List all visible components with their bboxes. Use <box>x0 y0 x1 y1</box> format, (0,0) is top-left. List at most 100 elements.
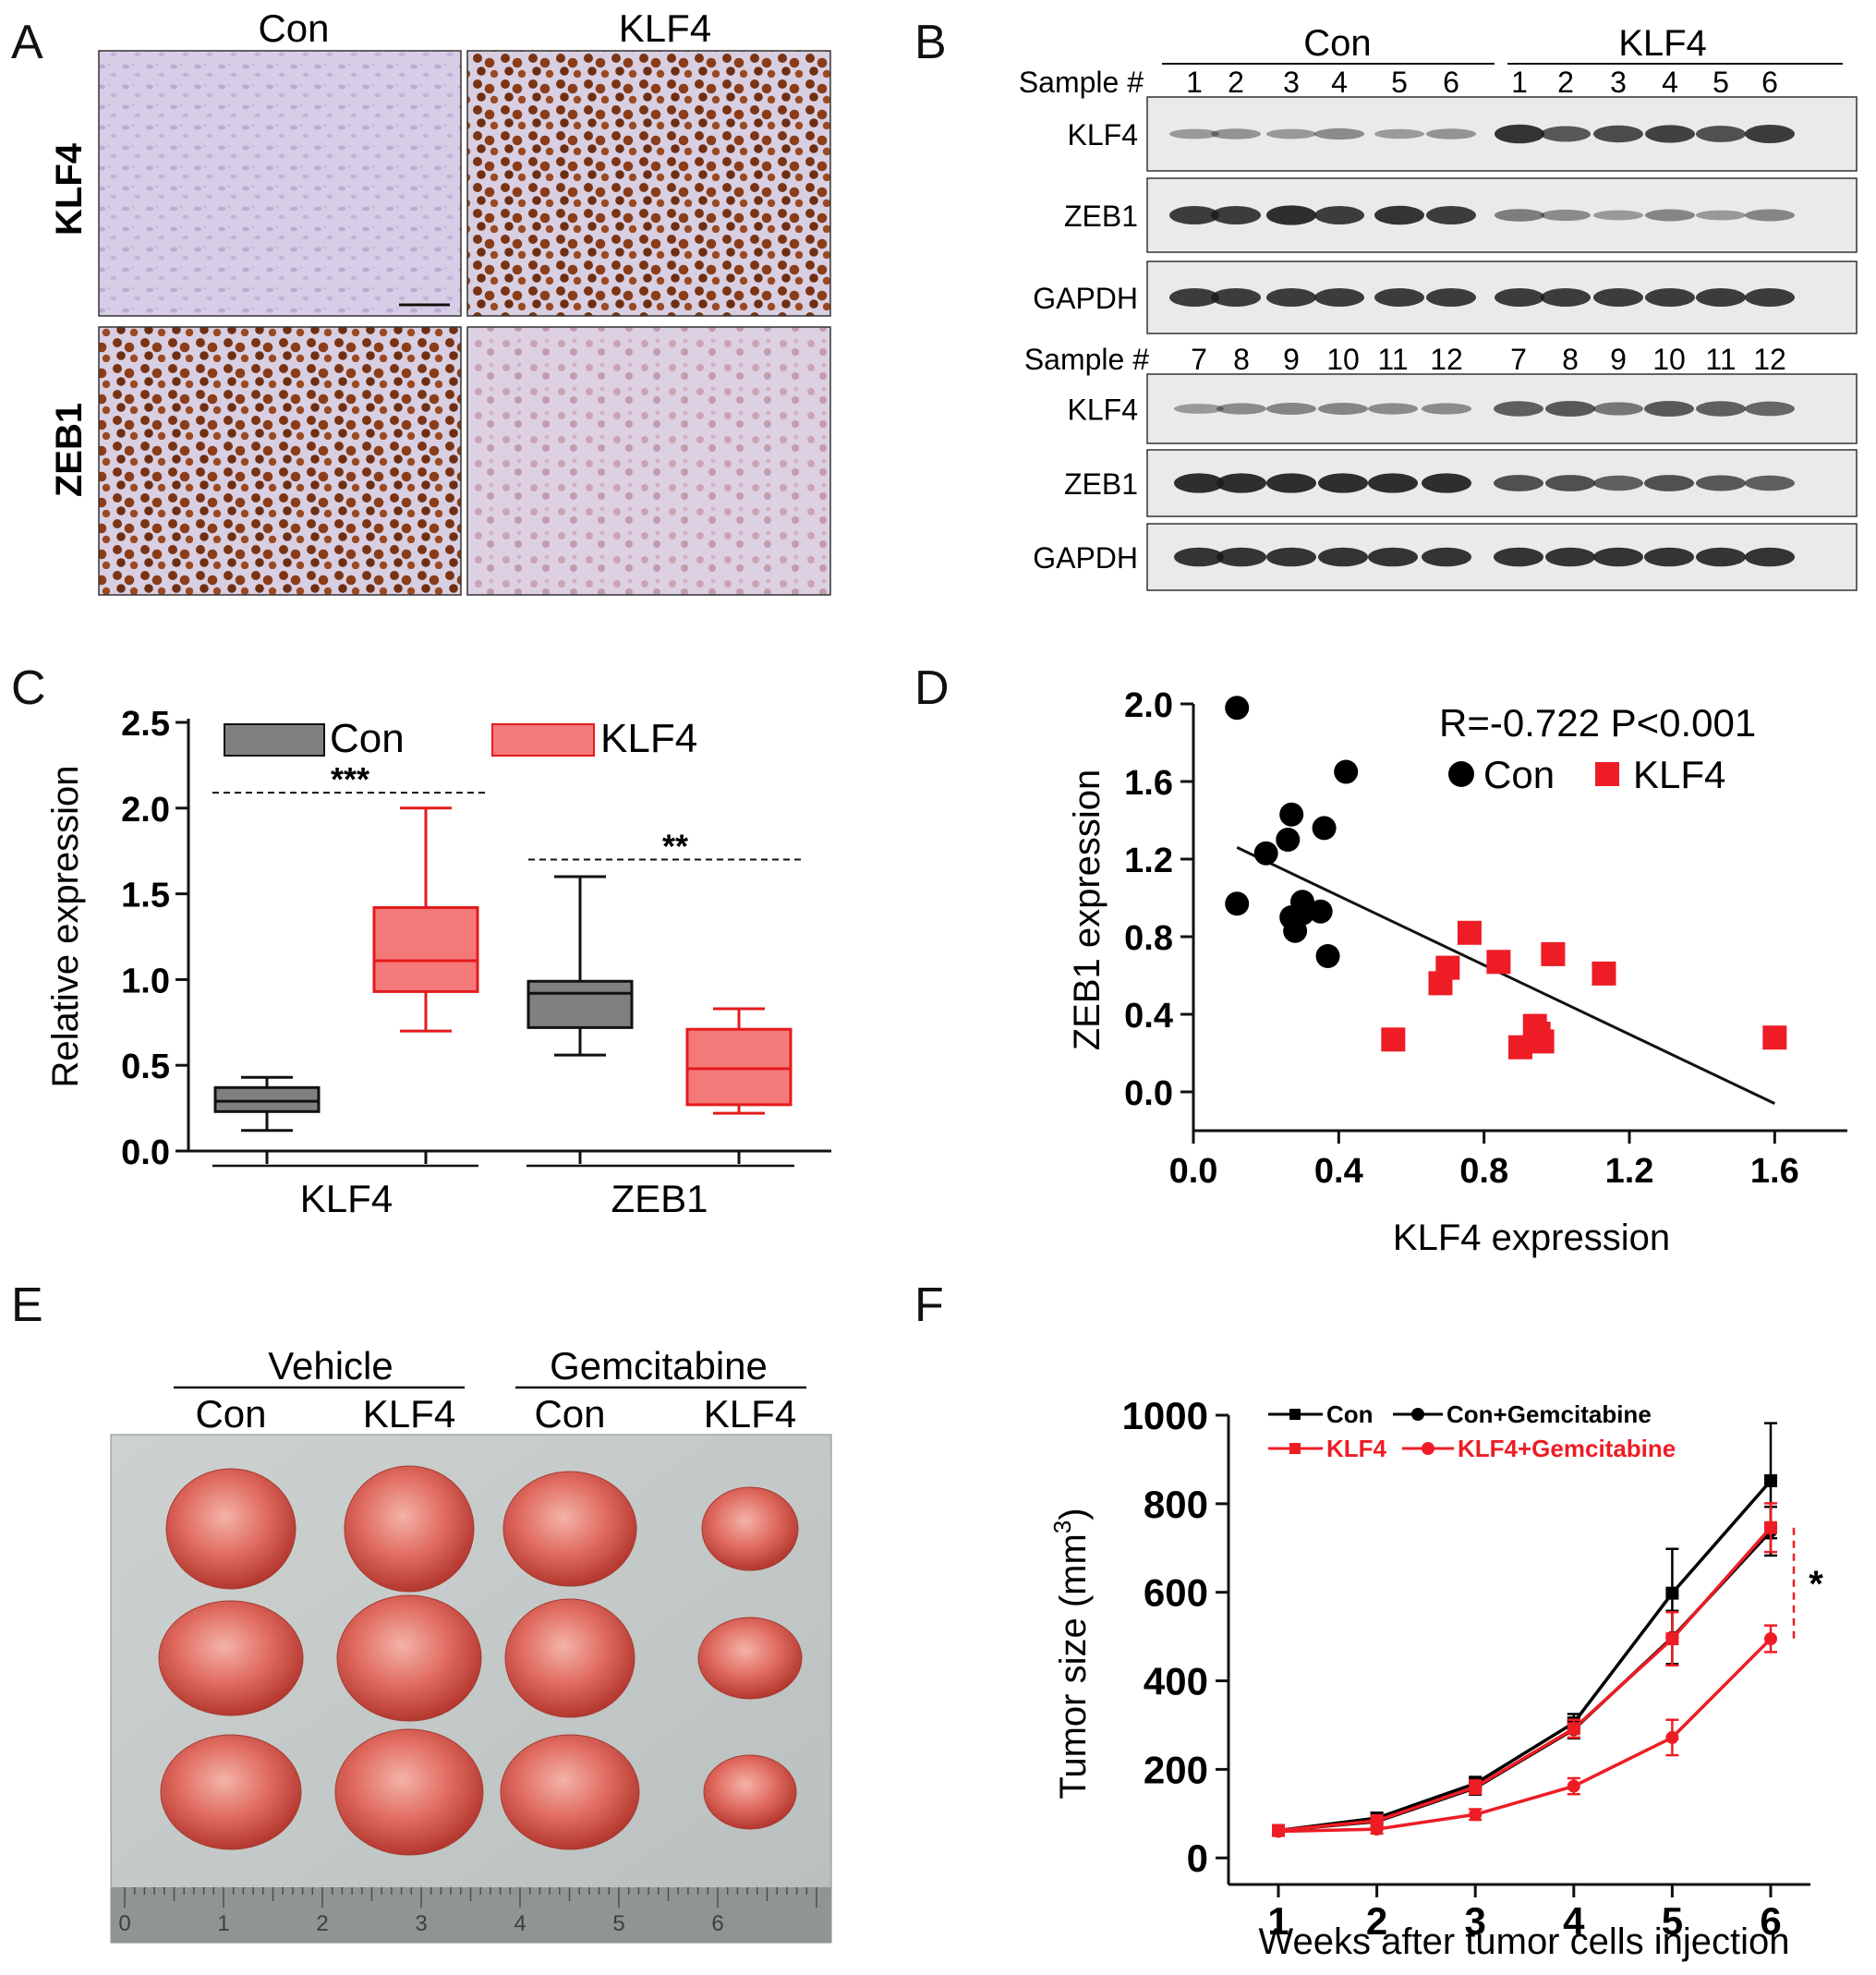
blot-band <box>1593 288 1643 307</box>
blot-band <box>1545 475 1595 491</box>
blot-label-zeb1: ZEB1 <box>1064 200 1138 233</box>
d-y-axis-label: ZEB1 expression <box>1067 769 1107 1051</box>
f-y-tick-label: 600 <box>1144 1571 1208 1615</box>
d-point-con <box>1225 696 1250 721</box>
tumor-sample <box>500 1734 640 1850</box>
sample-number: 5 <box>1391 66 1408 99</box>
panel-a-col-con: Con <box>258 6 329 50</box>
f-y-label-sup: 3 <box>1048 1521 1076 1533</box>
c-legend-con-swatch <box>224 723 325 757</box>
blot-group-con: Con <box>1303 23 1371 64</box>
blot-band <box>1541 288 1591 307</box>
d-point-con <box>1315 944 1340 968</box>
d-y-tick-label: 0.0 <box>1124 1074 1173 1113</box>
f-point <box>1665 1730 1679 1744</box>
d-x-tick-label: 1.2 <box>1605 1152 1654 1191</box>
f-series-line <box>1277 1526 1773 1833</box>
blot-band <box>1593 210 1643 221</box>
blot-band <box>1745 209 1795 222</box>
ihc-con-klf4-image <box>98 50 462 317</box>
panel-a-row-klf4: KLF4 <box>49 142 90 236</box>
sample-number: 2 <box>1228 66 1244 99</box>
blot-band <box>1644 547 1694 567</box>
f-point <box>1764 1521 1777 1534</box>
sample-number: 6 <box>1443 66 1459 99</box>
f-x-tick-label: 6 <box>1760 1899 1781 1943</box>
tumor-sample <box>158 1600 304 1716</box>
d-stat-text: R=-0.722 P<0.001 <box>1439 701 1756 745</box>
panel-letter-a: A <box>11 16 43 69</box>
d-point-con <box>1225 891 1250 916</box>
blot-label-klf4: KLF4 <box>1068 394 1138 427</box>
sample-number: 8 <box>1562 343 1579 376</box>
blot-band <box>1593 402 1643 416</box>
blot-band <box>1593 125 1643 143</box>
c-box-con-klf4 <box>213 1085 321 1113</box>
sample-label-bottom: Sample # <box>1024 343 1149 376</box>
sample-number: 9 <box>1610 343 1627 376</box>
d-x-tick-label: 0.0 <box>1169 1152 1218 1191</box>
blot-band <box>1169 288 1219 307</box>
d-point-con <box>1276 828 1301 852</box>
c-significance-mark: ** <box>662 827 688 865</box>
c-y-tick-label: 1.5 <box>121 877 170 915</box>
d-y-tick-label: 0.4 <box>1124 997 1173 1036</box>
blot-band <box>1545 400 1595 418</box>
c-significance-mark: *** <box>331 760 369 798</box>
c-box-klf4-klf4 <box>372 905 479 993</box>
f-series-line <box>1277 1530 1773 1833</box>
ruler-number: 5 <box>612 1911 624 1936</box>
blot-band <box>1696 126 1746 142</box>
panel-letter-b: B <box>914 16 947 69</box>
tumor-sample <box>160 1734 302 1850</box>
sample-number: 9 <box>1283 343 1300 376</box>
tumor-sample <box>165 1468 297 1590</box>
f-x-axis-label: Weeks after tumor cells injection <box>1258 1921 1789 1962</box>
blot-band <box>1696 210 1746 221</box>
c-y-tick-label: 0.5 <box>121 1048 170 1086</box>
sample-label-top: Sample # <box>1019 66 1144 99</box>
blot-band <box>1314 206 1364 224</box>
blot-band <box>1494 547 1543 567</box>
tumor-sample <box>502 1471 637 1587</box>
panel-a: Con KLF4 KLF4 ZEB1 <box>49 6 831 596</box>
d-y-tick-label: 0.8 <box>1124 919 1173 958</box>
blot-band <box>1368 547 1418 567</box>
blot-band <box>1593 547 1643 567</box>
panel-a-row-zeb1: ZEB1 <box>49 403 90 497</box>
sample-number: 3 <box>1283 66 1300 99</box>
blot-band <box>1368 403 1418 415</box>
blot-band <box>1216 547 1266 567</box>
c-y-tick-label: 2.5 <box>121 705 170 744</box>
blot-band <box>1318 473 1368 493</box>
blot-band <box>1422 473 1471 493</box>
blot-band <box>1374 128 1424 139</box>
ihc-con-zeb1-image <box>98 326 462 596</box>
f-point <box>1665 1632 1679 1646</box>
blot-band <box>1593 475 1643 491</box>
f-x-tick-label: 3 <box>1465 1899 1486 1943</box>
sample-number: 4 <box>1331 66 1348 99</box>
d-legend-klf4: KLF4 <box>1633 753 1725 796</box>
blot-band <box>1422 403 1471 415</box>
d-point-klf4 <box>1541 941 1566 966</box>
blot-band <box>1696 401 1746 417</box>
panel-b: Con KLF4 Sample # Sample # 1 2 3 4 5 6 1 2 3 4 5 67… <box>1019 23 1858 591</box>
f-y-label-main: Tumor size (mm <box>1053 1533 1094 1799</box>
f-point <box>1764 1473 1777 1487</box>
ruler-number: 2 <box>316 1911 328 1936</box>
c-x-category-label: ZEB1 <box>611 1177 708 1220</box>
f-y-tick-label: 1000 <box>1122 1394 1208 1437</box>
f-series-line <box>1277 1637 1773 1834</box>
f-x-tick-label: 5 <box>1662 1899 1683 1943</box>
f-point <box>1764 1632 1777 1646</box>
f-y-axis-label: Tumor size (mm3) <box>1048 1508 1094 1799</box>
f-point <box>1469 1808 1483 1822</box>
e-col-con-gemcitabine: Con <box>534 1392 605 1436</box>
f-x-tick-label: 4 <box>1563 1899 1585 1943</box>
blot-band <box>1745 475 1795 491</box>
blot-band <box>1266 205 1316 225</box>
blot-band <box>1644 475 1694 491</box>
c-legend-con: Con <box>330 716 405 761</box>
blot-band <box>1174 404 1224 414</box>
